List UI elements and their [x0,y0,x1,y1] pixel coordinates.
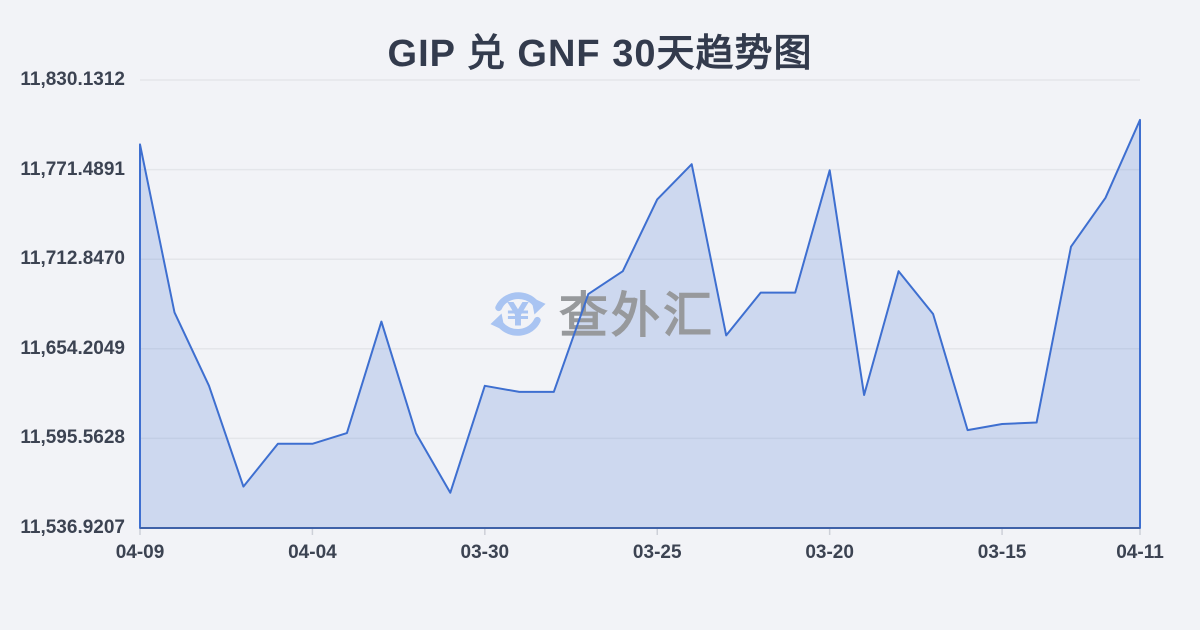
y-axis-label: 11,536.9207 [20,517,125,538]
x-axis-label: 03-25 [632,542,682,563]
y-axis-label: 11,830.1312 [20,69,125,90]
x-axis-label: 03-30 [460,542,510,563]
y-axis-label: 11,654.2049 [20,337,125,359]
x-axis-label: 04-09 [115,542,165,563]
y-axis-label: 11,771.4891 [20,158,125,180]
y-axis-label: 11,712.8470 [20,248,125,270]
x-axis-label: 03-20 [805,542,854,563]
x-axis-label: 04-04 [288,542,337,563]
x-axis-label: 03-15 [977,542,1027,563]
y-axis-label: 11,595.5628 [20,427,125,449]
x-axis-label: 04-11 [1116,542,1164,563]
chart-title: GIP 兑 GNF 30天趋势图 [387,33,813,75]
